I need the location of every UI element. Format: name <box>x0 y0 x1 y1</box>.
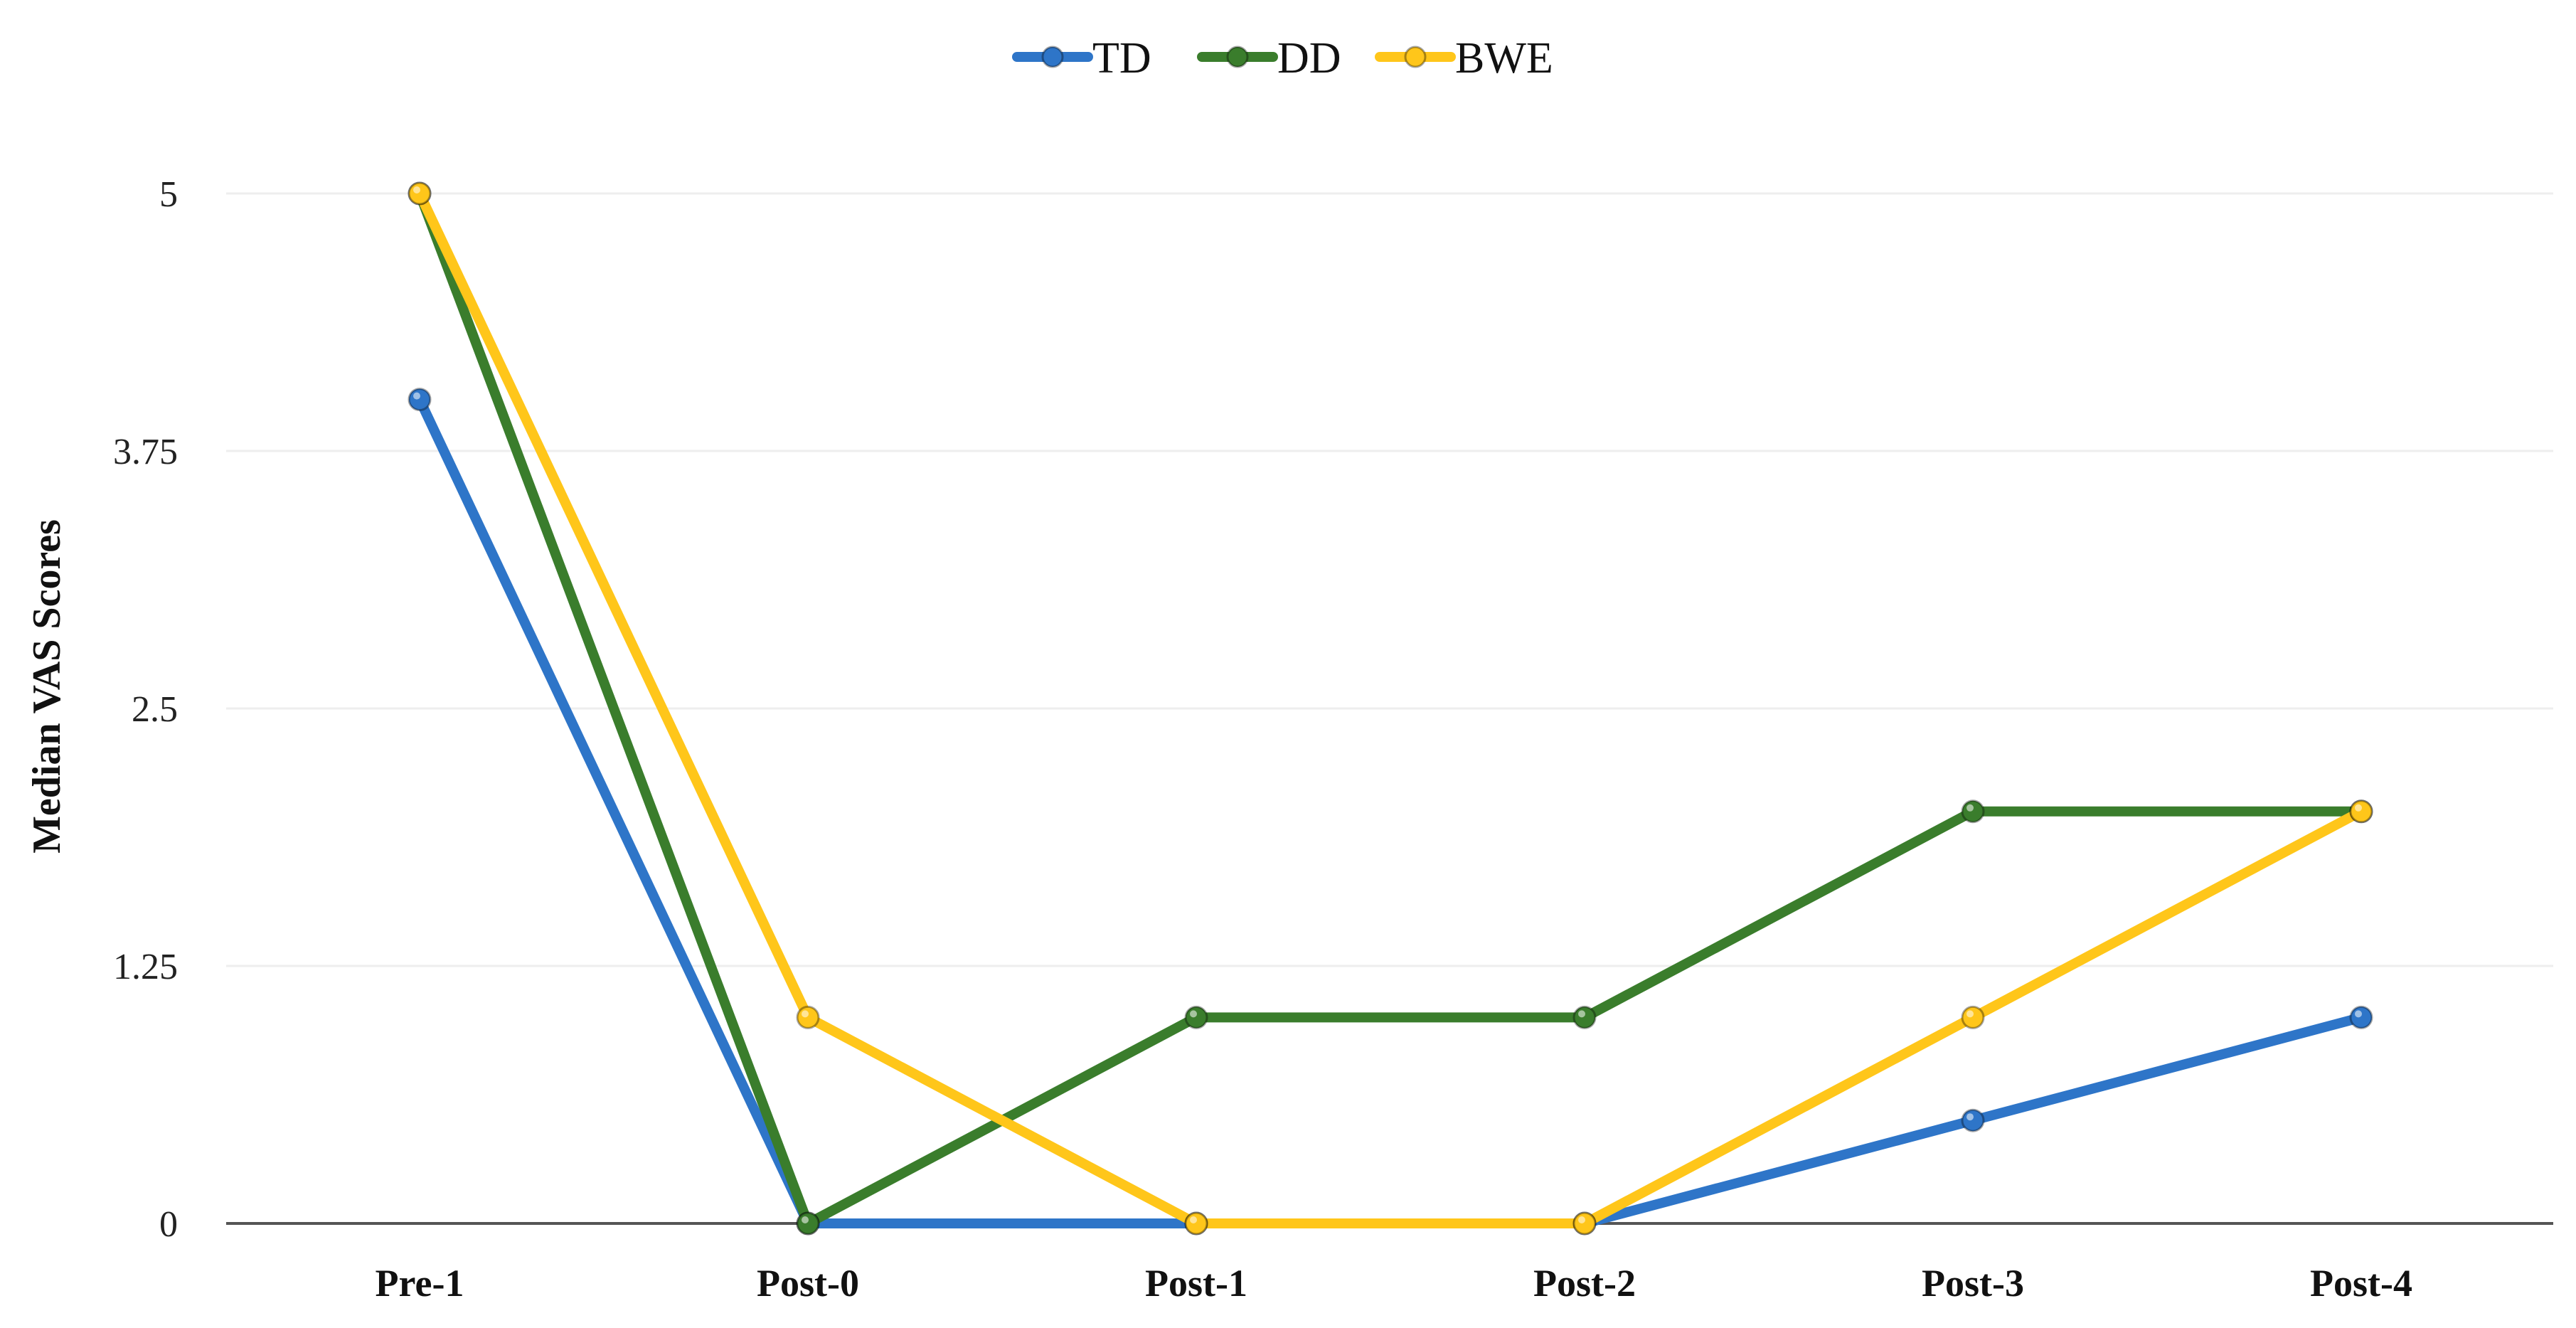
data-point-dd <box>1184 1005 1208 1029</box>
x-tick-label: Post-3 <box>1922 1262 2024 1305</box>
legend-item-dd: DD <box>1197 34 1341 83</box>
data-point-dd <box>796 1211 820 1236</box>
y-tick-label: 1.25 <box>113 947 178 987</box>
data-point-highlight <box>1966 804 1974 812</box>
series-points <box>408 181 2373 1236</box>
data-point-bwe <box>796 1005 820 1029</box>
data-point-dd <box>1961 800 1985 824</box>
data-point-highlight <box>1190 1216 1197 1223</box>
x-axis-ticks: Pre-1 Post-0 Post-1 Post-2 Post-3 Post-4 <box>376 1262 2412 1305</box>
data-point-bwe <box>408 181 432 206</box>
legend-label: BWE <box>1455 34 1553 83</box>
data-point-highlight <box>413 186 420 193</box>
data-point-dd <box>1572 1005 1597 1029</box>
x-tick-label: Pre-1 <box>376 1262 464 1305</box>
data-point-td <box>408 388 432 412</box>
data-point-highlight <box>1578 1216 1585 1223</box>
data-point-highlight <box>802 1216 809 1223</box>
data-point-highlight <box>1578 1010 1585 1018</box>
data-point-td <box>1961 1108 1985 1132</box>
data-point-bwe <box>2349 800 2373 824</box>
data-point-bwe <box>1572 1211 1597 1236</box>
data-point-td <box>2349 1005 2373 1029</box>
data-point-bwe <box>1184 1211 1208 1236</box>
series-line-dd <box>415 188 2366 1228</box>
x-tick-label: Post-2 <box>1533 1262 1636 1305</box>
y-tick-label: 0 <box>159 1204 178 1245</box>
y-tick-label: 3.75 <box>113 432 178 472</box>
data-point-bwe <box>1961 1005 1985 1029</box>
data-point-highlight <box>2355 804 2362 812</box>
data-point-highlight <box>413 392 420 400</box>
legend-item-bwe: BWE <box>1375 34 1553 83</box>
x-tick-label: Post-4 <box>2310 1262 2412 1305</box>
data-point-highlight <box>2355 1010 2362 1018</box>
legend-marker <box>1041 46 1064 68</box>
legend-label: DD <box>1277 34 1341 83</box>
gridlines <box>226 192 2553 967</box>
data-point-highlight <box>1190 1010 1197 1018</box>
legend-marker <box>1404 46 1427 68</box>
series-line-bwe <box>415 188 2366 1228</box>
data-point-highlight <box>1966 1113 1974 1121</box>
y-axis-label: Median VAS Scores <box>25 519 69 854</box>
y-tick-label: 5 <box>159 174 178 215</box>
data-point-highlight <box>1966 1010 1974 1018</box>
legend: TD DD BWE <box>1012 34 1553 83</box>
legend-marker <box>1226 46 1249 68</box>
legend-label: TD <box>1092 34 1151 83</box>
series-lines <box>415 188 2366 1228</box>
y-axis-ticks: 0 1.25 2.5 3.75 5 <box>113 174 178 1245</box>
data-point-highlight <box>802 1010 809 1018</box>
x-tick-label: Post-0 <box>757 1262 859 1305</box>
y-tick-label: 2.5 <box>132 689 178 730</box>
x-tick-label: Post-1 <box>1145 1262 1247 1305</box>
legend-item-td: TD <box>1012 34 1151 83</box>
